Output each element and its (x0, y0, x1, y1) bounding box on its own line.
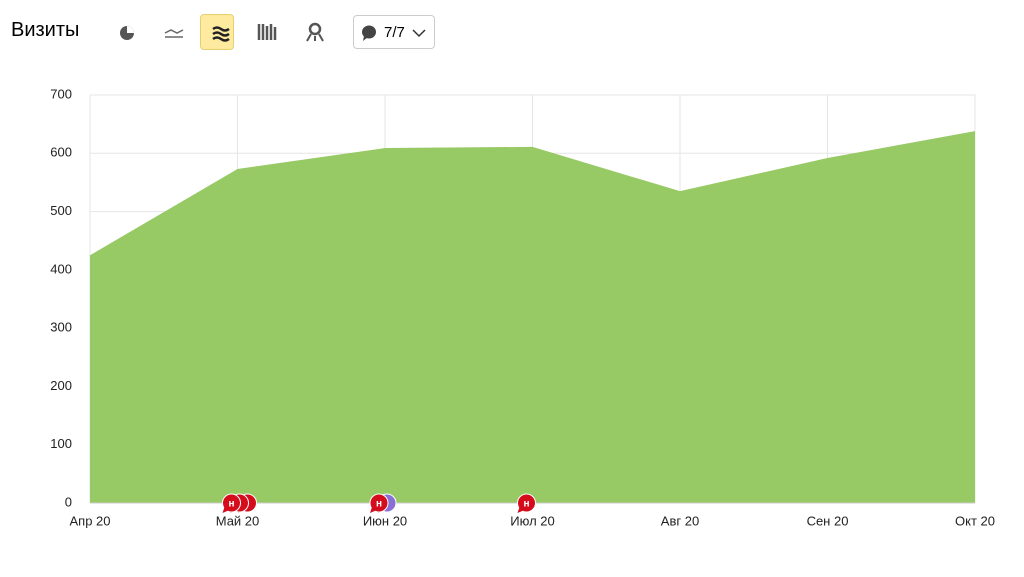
area (90, 131, 975, 503)
annotation-label: н (228, 499, 234, 510)
chart: 0 100 200 300 400 500 600 700 Апр 20 Май 20 Июн 20… (50, 86, 995, 528)
toolbar: Визиты 7/7 (0, 0, 1024, 70)
y-tick-label: 300 (50, 320, 72, 335)
x-tick-label: Авг 20 (661, 513, 699, 528)
annotation-marker[interactable]: н (222, 493, 241, 513)
comments-count: 7/7 (384, 24, 405, 41)
chevron (412, 29, 426, 38)
annotation-marker[interactable]: н (369, 493, 389, 513)
annotation-bubble (369, 493, 389, 513)
y-tick-label: 0 (65, 494, 72, 509)
annotation-tail (370, 507, 377, 513)
line-icon[interactable] (157, 14, 191, 50)
x-tick-label: Июн 20 (363, 513, 407, 528)
y-tick-label: 700 (50, 86, 72, 101)
x-tick-label: Окт 20 (955, 513, 995, 528)
y-tick-label: 200 (50, 378, 72, 393)
y-tick-label: 600 (50, 145, 72, 160)
column-icon[interactable] (250, 14, 284, 50)
title: Визиты (11, 19, 80, 41)
y-tick-label: 500 (50, 203, 72, 218)
x-tick-label: Апр 20 (69, 513, 110, 528)
annotation-label: н (376, 499, 382, 510)
annotation-bubble (517, 493, 536, 513)
y-tick-label: 100 (50, 436, 72, 451)
area-icon[interactable] (200, 14, 234, 50)
map-icon[interactable] (298, 14, 332, 50)
x-tick-label: Сен 20 (807, 513, 849, 528)
comments-button[interactable]: 7/7 (353, 15, 435, 49)
annotation-bubble (222, 493, 241, 513)
comment-icon (362, 25, 376, 41)
annotation-tail (517, 507, 525, 513)
pie-icon[interactable] (110, 14, 144, 50)
annotation-tail (222, 507, 230, 513)
x-tick-label: Май 20 (216, 513, 260, 528)
y-tick-label: 400 (50, 261, 72, 276)
annotation-label: н (523, 499, 529, 510)
annotation-marker[interactable]: н (517, 493, 536, 513)
x-tick-label: Июл 20 (510, 513, 554, 528)
